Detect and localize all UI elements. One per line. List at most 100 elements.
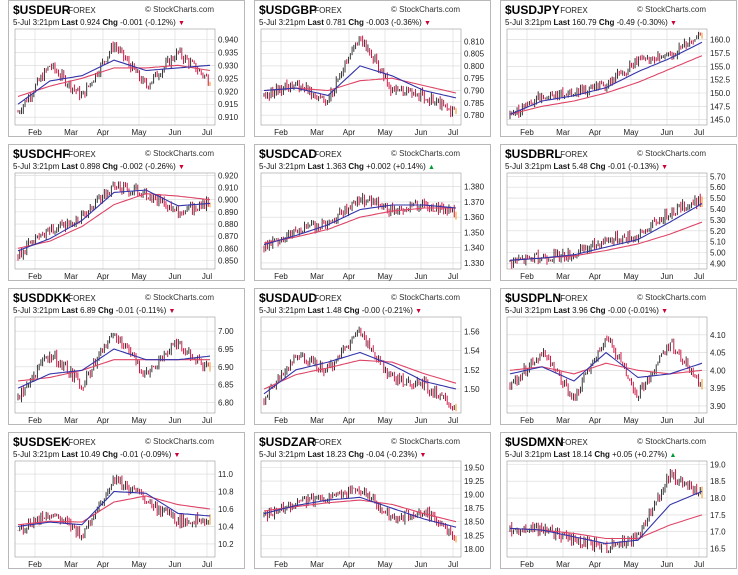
x-tick-label: May (377, 560, 392, 569)
chart-symbol[interactable]: $USDPLN (505, 291, 562, 305)
x-tick-label: Apr (343, 128, 356, 137)
chart-panel[interactable]: $USDCAD FOREX © StockCharts.com 5-Jul 3:21p… (254, 144, 491, 281)
y-tick-label: 0.795 (464, 74, 485, 83)
moving-average-fast (263, 65, 457, 99)
chart-panel[interactable]: $USDPLN FOREX © StockCharts.com 5-Jul 3:21p… (500, 288, 737, 425)
y-tick-label: 19.50 (464, 464, 485, 473)
y-tick-label: 17.5 (710, 511, 726, 520)
change-value: -0.01 (-0.09%) (120, 450, 174, 459)
chart-symbol[interactable]: $USDAUD (259, 291, 318, 305)
y-tick-label: 6.80 (218, 398, 234, 407)
x-tick-label: May (131, 560, 146, 569)
y-tick-label: 0.780 (464, 111, 485, 120)
market-label: FOREX (560, 150, 588, 159)
chart-symbol[interactable]: $USDCAD (259, 147, 318, 161)
market-label: FOREX (314, 294, 342, 303)
y-tick-label: 19.0 (710, 460, 726, 469)
x-tick-label: Jun (415, 128, 428, 137)
chart-symbol[interactable]: $USDCHF (13, 147, 70, 161)
x-tick-label: Jul (202, 560, 212, 569)
x-tick-label: May (377, 128, 392, 137)
moving-average-fast (17, 59, 211, 105)
up-arrow-icon: ▲ (428, 164, 435, 171)
y-tick-label: 0.910 (218, 113, 239, 122)
chart-symbol[interactable]: $USDEUR (13, 3, 71, 17)
timestamp: 5-Jul 3:21pm (259, 450, 308, 459)
y-tick-label: 1.56 (464, 327, 480, 336)
chart-symbol[interactable]: $USDDKK (13, 291, 72, 305)
last-label: Last (307, 450, 327, 459)
x-tick-label: May (377, 272, 392, 281)
chart-panel[interactable]: $USDSEK FOREX © StockCharts.com 5-Jul 3:21p… (8, 432, 245, 569)
last-value: 1.363 (326, 162, 349, 171)
chart-panel[interactable]: $USDEUR FOREX © StockCharts.com 5-Jul 3:21p… (8, 0, 245, 137)
x-tick-label: Feb (28, 560, 42, 569)
chart-panel[interactable]: $USDZAR FOREX © StockCharts.com 5-Jul 3:21p… (254, 432, 491, 569)
chart-plot: 1.380 1.370 1.360 1.350 1.340 1.330 Feb Mar Apr M… (260, 172, 485, 281)
quote-line: 5-Jul 3:21pm Last 0.781 Chg -0.003 (-0.3… (259, 18, 431, 27)
x-tick-label: Feb (28, 128, 42, 137)
x-tick-label: May (131, 416, 146, 425)
last-label: Last (553, 450, 573, 459)
chart-plot: 0.920 0.910 0.900 0.890 0.880 0.870 0.860 0.850… (14, 171, 239, 281)
x-tick-label: Jun (169, 272, 182, 281)
market-label: FOREX (68, 438, 96, 447)
chart-panel[interactable]: $USDCHF FOREX © StockCharts.com 5-Jul 3:21p… (8, 144, 245, 281)
quote-line: 5-Jul 3:21pm Last 18.23 Chg -0.04 (-0.23… (259, 450, 426, 459)
moving-average-fast (509, 41, 703, 115)
down-arrow-icon: ▼ (419, 452, 427, 459)
market-label: FOREX (314, 150, 342, 159)
x-tick-label: Jun (169, 560, 182, 569)
down-arrow-icon: ▼ (415, 308, 423, 315)
chart-panel[interactable]: $USDDKK FOREX © StockCharts.com 5-Jul 3:21p… (8, 288, 245, 425)
chart-symbol[interactable]: $USDJPY (505, 3, 560, 17)
market-label: FOREX (68, 294, 96, 303)
chart-symbol[interactable]: $USDGBP (259, 3, 318, 17)
last-label: Last (61, 306, 81, 315)
change-label: Chg (594, 450, 613, 459)
y-tick-label: 0.790 (464, 87, 485, 96)
quote-line: 5-Jul 3:21pm Last 6.89 Chg -0.01 (-0.11%… (13, 306, 175, 315)
change-label: Chg (102, 162, 121, 171)
x-tick-label: Apr (97, 416, 110, 425)
change-label: Chg (343, 306, 362, 315)
brand-watermark: © StockCharts.com (390, 149, 460, 158)
change-value: -0.00 (-0.01%) (607, 306, 662, 315)
last-value: 160.79 (572, 18, 599, 27)
chart-panel[interactable]: $USDAUD FOREX © StockCharts.com 5-Jul 3:21p… (254, 288, 491, 425)
x-tick-label: Jul (448, 416, 458, 425)
y-tick-label: 5.40 (710, 205, 726, 214)
x-tick-label: Mar (556, 128, 570, 137)
chart-panel[interactable]: $USDGBP FOREX © StockCharts.com 5-Jul 3:21p… (254, 0, 491, 137)
chart-symbol[interactable]: $USDSEK (13, 435, 70, 449)
last-label: Last (307, 18, 327, 27)
y-tick-label: 0.860 (218, 244, 239, 253)
plot-frame (506, 172, 708, 270)
y-tick-label: 157.5 (710, 49, 731, 58)
quote-line: 5-Jul 3:21pm Last 0.898 Chg -0.002 (-0.2… (13, 162, 185, 171)
brand-watermark: © StockCharts.com (390, 293, 460, 302)
y-tick-label: 5.20 (710, 227, 726, 236)
chart-plot: 0.810 0.805 0.800 0.795 0.790 0.785 0.780 Feb Ma… (260, 28, 485, 137)
y-tick-label: 3.90 (710, 402, 726, 411)
x-tick-label: Jun (415, 560, 428, 569)
y-tick-label: 10.4 (218, 522, 234, 531)
y-tick-label: 5.60 (710, 183, 726, 192)
chart-symbol[interactable]: $USDZAR (259, 435, 316, 449)
y-tick-label: 6.95 (218, 345, 234, 354)
y-tick-label: 152.5 (710, 76, 731, 85)
chart-panel[interactable]: $USDJPY FOREX © StockCharts.com 5-Jul 3:21p… (500, 0, 737, 137)
chart-panel[interactable]: $USDMXN FOREX © StockCharts.com 5-Jul 3:21p… (500, 432, 737, 569)
chart-symbol[interactable]: $USDBRL (505, 147, 562, 161)
y-tick-label: 5.00 (710, 249, 726, 258)
x-tick-label: Mar (310, 128, 324, 137)
last-value: 0.898 (80, 162, 103, 171)
chart-plot: 7.00 6.95 6.90 6.85 6.80 Feb Mar Apr May Jun Jul (14, 316, 234, 425)
y-tick-label: 4.10 (710, 331, 726, 340)
moving-average-slow (17, 193, 211, 249)
last-value: 18.23 (326, 450, 349, 459)
chart-panel[interactable]: $USDBRL FOREX © StockCharts.com 5-Jul 3:21p… (500, 144, 737, 281)
moving-average-slow (17, 64, 211, 98)
chart-symbol[interactable]: $USDMXN (505, 435, 564, 449)
x-tick-label: Jun (661, 128, 674, 137)
